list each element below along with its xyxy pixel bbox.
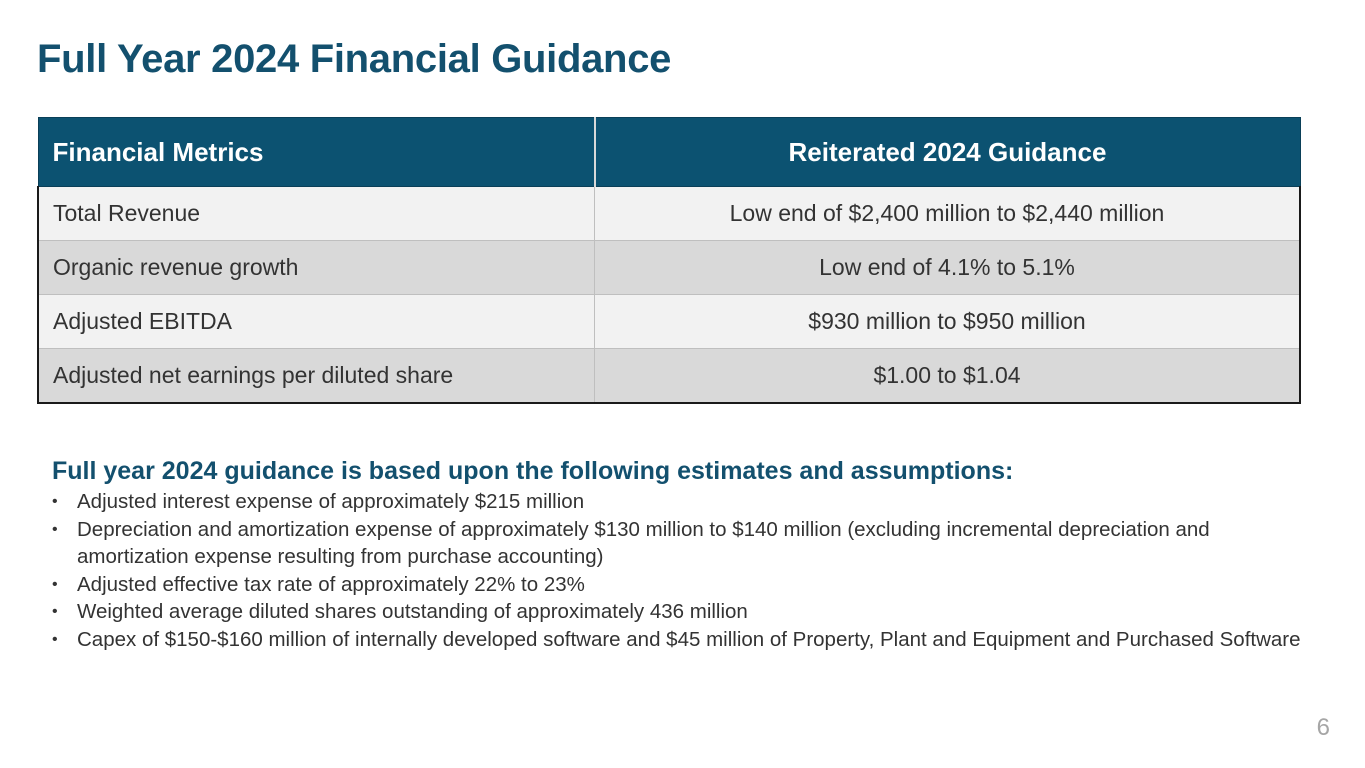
page-title: Full Year 2024 Financial Guidance: [37, 37, 672, 81]
page-number: 6: [1316, 714, 1330, 741]
bullet-icon: •: [52, 603, 58, 620]
list-item: • Capex of $150-$160 million of internal…: [52, 626, 1312, 654]
table-row: Adjusted net earnings per diluted share …: [37, 348, 1301, 404]
assumptions-heading: Full year 2024 guidance is based upon th…: [52, 457, 1014, 485]
list-item-text: Adjusted effective tax rate of approxima…: [77, 572, 585, 596]
list-item: • Weighted average diluted shares outsta…: [52, 598, 1312, 626]
bullet-icon: •: [52, 575, 58, 593]
bullet-icon: •: [52, 630, 58, 648]
metric-cell: Total Revenue: [37, 186, 595, 241]
bullet-icon: •: [52, 520, 58, 538]
list-item-text: Adjusted interest expense of approximate…: [77, 490, 585, 513]
guidance-cell: $1.00 to $1.04: [594, 348, 1301, 404]
guidance-cell: $930 million to $950 million: [594, 294, 1301, 349]
table-row: Total Revenue Low end of $2,400 million …: [37, 186, 1301, 241]
list-item-text: Weighted average diluted shares outstand…: [77, 600, 748, 623]
list-item: • Depreciation and amortization expense …: [52, 516, 1312, 571]
metric-cell: Adjusted EBITDA: [37, 294, 595, 349]
list-item-text: Depreciation and amortization expense of…: [77, 517, 1210, 569]
metric-cell: Organic revenue growth: [37, 240, 595, 295]
guidance-cell: Low end of 4.1% to 5.1%: [594, 240, 1301, 295]
guidance-cell: Low end of $2,400 million to $2,440 mill…: [594, 186, 1301, 241]
column-header-financial-metrics: Financial Metrics: [37, 117, 596, 187]
guidance-table: Financial Metrics Reiterated 2024 Guidan…: [37, 117, 1301, 404]
table-row: Adjusted EBITDA $930 million to $950 mil…: [37, 294, 1301, 349]
table-row: Organic revenue growth Low end of 4.1% t…: [37, 240, 1301, 295]
column-header-reiterated-guidance: Reiterated 2024 Guidance: [594, 117, 1301, 187]
bullet-icon: •: [52, 493, 58, 510]
assumptions-list: • Adjusted interest expense of approxima…: [52, 488, 1312, 653]
metric-cell: Adjusted net earnings per diluted share: [37, 348, 595, 404]
list-item: • Adjusted interest expense of approxima…: [52, 488, 1312, 516]
table-header-row: Financial Metrics Reiterated 2024 Guidan…: [37, 117, 1301, 187]
list-item-text: Capex of $150-$160 million of internally…: [77, 627, 1301, 651]
list-item: • Adjusted effective tax rate of approxi…: [52, 571, 1312, 599]
assumptions-section: Full year 2024 guidance is based upon th…: [52, 456, 1312, 653]
